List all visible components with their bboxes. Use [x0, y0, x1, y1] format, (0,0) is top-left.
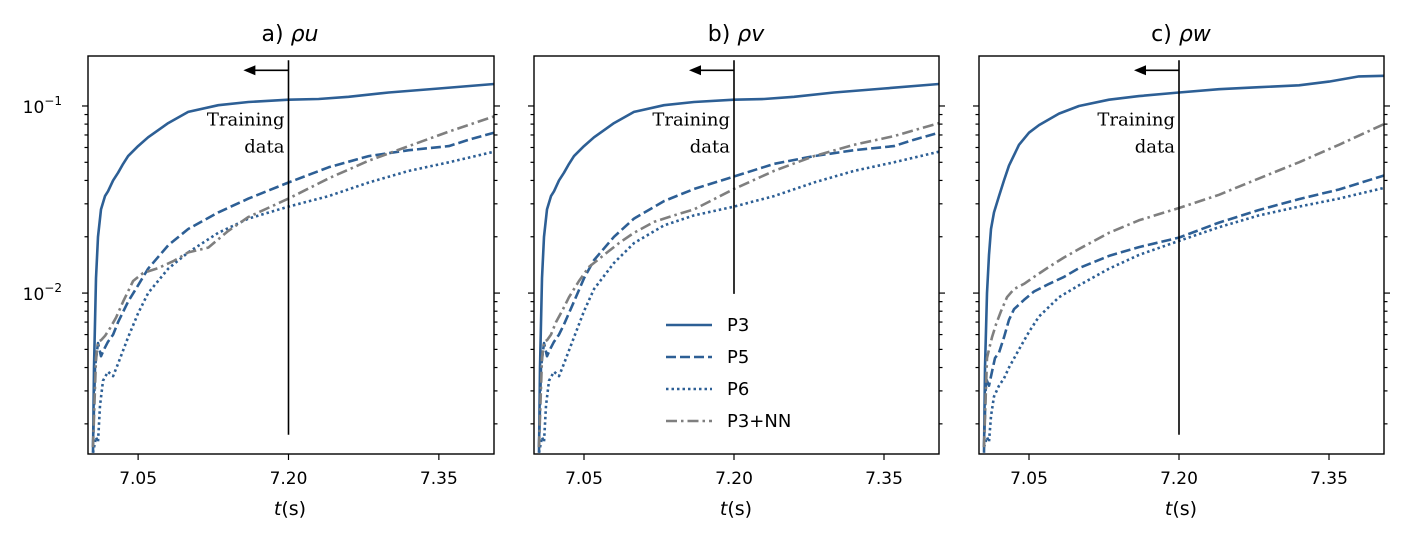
legend-label-p6: P6 [727, 379, 749, 400]
x-tick-label: 7.35 [420, 469, 458, 489]
training-label-line2: data [690, 136, 730, 157]
panel-b: b) ρv 7.05 7.20 7.35 Training data t(s) P3… [528, 22, 945, 520]
legend-item-p6: P6 [666, 379, 749, 400]
training-label-line1: Training [207, 109, 285, 130]
panel-b-ticks: 7.05 7.20 7.35 [528, 105, 945, 489]
legend-label-p3-nn: P3+NN [727, 411, 791, 432]
x-tick-label: 7.35 [865, 469, 903, 489]
panel-a-training-annotation: Training data [207, 60, 290, 435]
panel-b-training-annotation: Training data [652, 60, 735, 294]
panel-b-series [537, 82, 940, 454]
series-p5 [537, 131, 940, 448]
series-p3 [537, 82, 940, 453]
y-tick-label: 10−2 [23, 281, 62, 305]
y-tick-label: 10−1 [23, 94, 62, 118]
panel-b-xlabel: t(s) [720, 498, 752, 520]
series-p3-nn [537, 121, 940, 448]
panel-c-training-annotation: Training data [1097, 60, 1180, 435]
training-arrow-head [1134, 65, 1146, 76]
training-label-line2: data [244, 136, 284, 157]
x-tick-label: 7.20 [715, 469, 753, 489]
panel-b-title: b) ρv [708, 22, 766, 47]
panel-c-series [982, 74, 1385, 453]
series-p3-nn [91, 115, 495, 448]
panel-c-xlabel: t(s) [1165, 498, 1197, 520]
x-tick-label: 7.05 [565, 469, 603, 489]
panel-c: c) ρw 7.05 7.20 7.35 Training data t(s) [973, 22, 1390, 520]
series-p5 [91, 131, 495, 448]
series-p6 [91, 150, 495, 454]
panel-b-axes-frame [533, 55, 940, 455]
legend-item-p3: P3 [666, 315, 749, 336]
training-arrow-head [243, 65, 256, 76]
series-p6 [982, 186, 1385, 448]
x-tick-label: 7.35 [1310, 469, 1348, 489]
legend-label-p5: P5 [727, 347, 749, 368]
panel-a-series [91, 82, 495, 454]
panel-a-title: a) ρu [262, 22, 319, 47]
panel-a-axes-frame [87, 55, 495, 455]
series-p3 [982, 74, 1385, 453]
training-label-line1: Training [1097, 109, 1175, 130]
series-p6 [537, 150, 940, 454]
x-tick-label: 7.20 [1160, 469, 1198, 489]
training-arrow-head [689, 65, 701, 76]
series-p5 [982, 174, 1385, 448]
panel-c-title: c) ρw [1151, 22, 1212, 47]
x-tick-label: 7.20 [270, 469, 308, 489]
panel-c-axes-frame [978, 55, 1385, 455]
training-label-line2: data [1135, 136, 1175, 157]
panel-a-xlabel: t(s) [274, 498, 306, 520]
panel-a: a) ρu 7.05 7.20 7.35 10−1 10−2 Training data… [23, 22, 500, 520]
training-label-line1: Training [652, 109, 730, 130]
legend-label-p3: P3 [727, 315, 749, 336]
panel-c-ticks: 7.05 7.20 7.35 [973, 105, 1390, 489]
series-p3 [91, 82, 495, 453]
legend-item-p3-nn: P3+NN [666, 411, 791, 432]
legend-item-p5: P5 [666, 347, 749, 368]
legend: P3 P5 P6 P3+NN [666, 315, 791, 432]
series-p3-nn [982, 122, 1385, 448]
x-tick-label: 7.05 [119, 469, 157, 489]
x-tick-label: 7.05 [1010, 469, 1048, 489]
